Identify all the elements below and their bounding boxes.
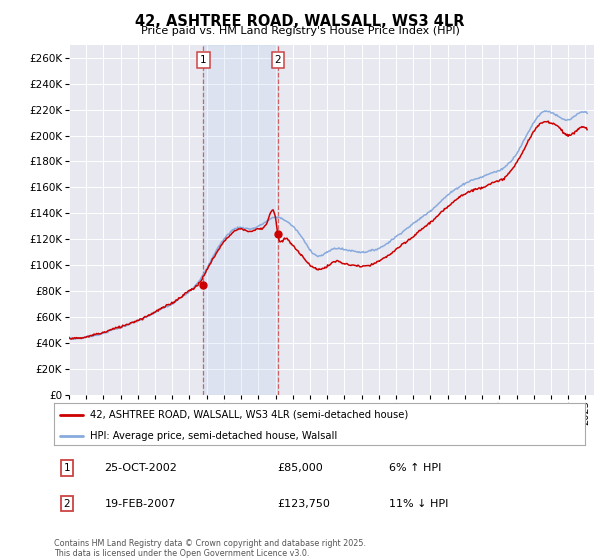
Text: £85,000: £85,000 — [277, 463, 323, 473]
Text: 42, ASHTREE ROAD, WALSALL, WS3 4LR: 42, ASHTREE ROAD, WALSALL, WS3 4LR — [135, 14, 465, 29]
Text: 2: 2 — [274, 55, 281, 66]
Text: 2: 2 — [64, 498, 70, 508]
Text: 42, ASHTREE ROAD, WALSALL, WS3 4LR (semi-detached house): 42, ASHTREE ROAD, WALSALL, WS3 4LR (semi… — [90, 409, 409, 419]
Text: 19-FEB-2007: 19-FEB-2007 — [104, 498, 176, 508]
Text: Price paid vs. HM Land Registry's House Price Index (HPI): Price paid vs. HM Land Registry's House … — [140, 26, 460, 36]
Text: 11% ↓ HPI: 11% ↓ HPI — [389, 498, 448, 508]
Text: £123,750: £123,750 — [277, 498, 330, 508]
Text: Contains HM Land Registry data © Crown copyright and database right 2025.
This d: Contains HM Land Registry data © Crown c… — [54, 539, 366, 558]
Text: 25-OCT-2002: 25-OCT-2002 — [104, 463, 178, 473]
Text: 6% ↑ HPI: 6% ↑ HPI — [389, 463, 441, 473]
Bar — [203, 45, 278, 395]
Text: HPI: Average price, semi-detached house, Walsall: HPI: Average price, semi-detached house,… — [90, 431, 337, 441]
Text: 1: 1 — [200, 55, 207, 66]
Text: 1: 1 — [64, 463, 70, 473]
